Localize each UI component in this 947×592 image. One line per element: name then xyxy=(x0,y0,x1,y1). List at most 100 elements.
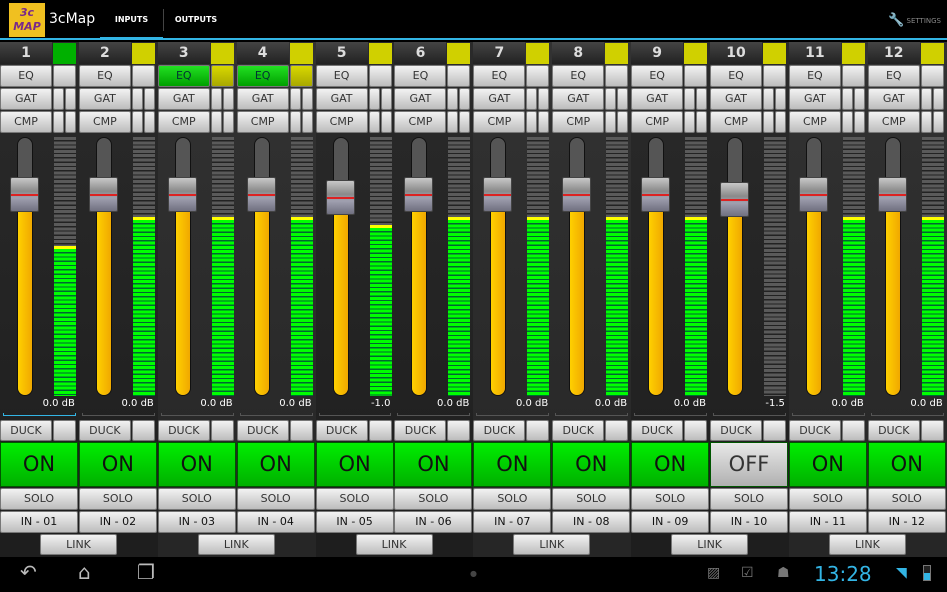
fader-handle[interactable] xyxy=(483,176,513,212)
fader-handle[interactable] xyxy=(641,176,671,212)
fader-handle[interactable] xyxy=(404,176,434,212)
compressor-button[interactable]: CMP xyxy=(788,111,841,133)
duck-button[interactable]: DUCK xyxy=(78,420,131,441)
solo-button[interactable]: SOLO xyxy=(867,488,946,510)
fader-track[interactable] xyxy=(95,137,112,396)
duck-button[interactable]: DUCK xyxy=(394,420,447,441)
channel-name[interactable]: IN - 04 xyxy=(236,511,315,533)
eq-button[interactable]: EQ xyxy=(867,65,920,87)
compressor-button[interactable]: CMP xyxy=(473,111,526,133)
channel-name[interactable]: IN - 07 xyxy=(473,511,552,533)
on-off-button[interactable]: ON xyxy=(552,442,631,487)
gate-button[interactable]: GAT xyxy=(552,88,605,110)
gate-button[interactable]: GAT xyxy=(788,88,841,110)
fader-track[interactable] xyxy=(411,137,428,396)
compressor-button[interactable]: CMP xyxy=(157,111,210,133)
compressor-button[interactable]: CMP xyxy=(631,111,684,133)
eq-button[interactable]: EQ xyxy=(315,65,368,87)
duck-button[interactable]: DUCK xyxy=(473,420,526,441)
link-button[interactable]: LINK xyxy=(671,534,749,555)
on-off-button[interactable]: ON xyxy=(473,442,552,487)
gate-button[interactable]: GAT xyxy=(710,88,763,110)
fader-handle[interactable] xyxy=(10,176,39,212)
on-off-button[interactable]: ON xyxy=(236,442,315,487)
fader-track[interactable] xyxy=(332,137,349,396)
settings-button[interactable]: 🔧 SETTINGS xyxy=(888,13,941,28)
eq-button[interactable]: EQ xyxy=(394,65,447,87)
fader-handle[interactable] xyxy=(877,176,907,212)
fader-track[interactable] xyxy=(569,137,586,396)
solo-button[interactable]: SOLO xyxy=(0,488,78,510)
duck-button[interactable]: DUCK xyxy=(552,420,605,441)
eq-button[interactable]: EQ xyxy=(0,65,52,87)
eq-button[interactable]: EQ xyxy=(552,65,605,87)
link-button[interactable]: LINK xyxy=(40,534,117,555)
compressor-button[interactable]: CMP xyxy=(78,111,131,133)
solo-button[interactable]: SOLO xyxy=(552,488,631,510)
home-icon[interactable]: ⌂ xyxy=(78,560,91,584)
on-off-button[interactable]: ON xyxy=(631,442,710,487)
eq-button[interactable]: EQ xyxy=(631,65,684,87)
tab-inputs[interactable]: INPUTS xyxy=(100,0,163,40)
fader-handle[interactable] xyxy=(325,179,355,215)
fader-handle[interactable] xyxy=(720,182,750,218)
duck-button[interactable]: DUCK xyxy=(788,420,841,441)
fader-track[interactable] xyxy=(805,137,822,396)
compressor-button[interactable]: CMP xyxy=(0,111,52,133)
eq-button[interactable]: EQ xyxy=(78,65,131,87)
compressor-button[interactable]: CMP xyxy=(710,111,763,133)
compressor-button[interactable]: CMP xyxy=(394,111,447,133)
channel-name[interactable]: IN - 06 xyxy=(394,511,473,533)
fader-track[interactable] xyxy=(727,137,744,396)
on-off-button[interactable]: OFF xyxy=(710,442,789,487)
fader-track[interactable] xyxy=(648,137,665,396)
channel-name[interactable]: IN - 08 xyxy=(552,511,631,533)
duck-button[interactable]: DUCK xyxy=(236,420,289,441)
link-button[interactable]: LINK xyxy=(355,534,433,555)
solo-button[interactable]: SOLO xyxy=(157,488,236,510)
channel-name[interactable]: IN - 11 xyxy=(788,511,867,533)
eq-button[interactable]: EQ xyxy=(236,65,289,87)
tab-outputs[interactable]: OUTPUTS xyxy=(174,15,218,24)
fader-handle[interactable] xyxy=(88,176,118,212)
solo-button[interactable]: SOLO xyxy=(473,488,552,510)
solo-button[interactable]: SOLO xyxy=(236,488,315,510)
fader-track[interactable] xyxy=(17,137,33,396)
on-off-button[interactable]: ON xyxy=(394,442,473,487)
on-off-button[interactable]: ON xyxy=(788,442,867,487)
channel-name[interactable]: IN - 03 xyxy=(157,511,236,533)
channel-name[interactable]: IN - 01 xyxy=(0,511,78,533)
back-icon[interactable]: ↶ xyxy=(20,560,37,584)
fader-track[interactable] xyxy=(884,137,901,396)
gate-button[interactable]: GAT xyxy=(236,88,289,110)
compressor-button[interactable]: CMP xyxy=(867,111,920,133)
fader-track[interactable] xyxy=(253,137,270,396)
compressor-button[interactable]: CMP xyxy=(315,111,368,133)
solo-button[interactable]: SOLO xyxy=(710,488,789,510)
gate-button[interactable]: GAT xyxy=(315,88,368,110)
fader-handle[interactable] xyxy=(246,176,276,212)
channel-name[interactable]: IN - 05 xyxy=(315,511,394,533)
on-off-button[interactable]: ON xyxy=(315,442,394,487)
channel-name[interactable]: IN - 12 xyxy=(867,511,946,533)
duck-button[interactable]: DUCK xyxy=(631,420,684,441)
solo-button[interactable]: SOLO xyxy=(78,488,157,510)
link-button[interactable]: LINK xyxy=(197,534,275,555)
eq-button[interactable]: EQ xyxy=(710,65,763,87)
channel-name[interactable]: IN - 02 xyxy=(78,511,157,533)
duck-button[interactable]: DUCK xyxy=(710,420,763,441)
duck-button[interactable]: DUCK xyxy=(867,420,920,441)
fader-handle[interactable] xyxy=(798,176,828,212)
fader-track[interactable] xyxy=(490,137,507,396)
on-off-button[interactable]: ON xyxy=(78,442,157,487)
eq-button[interactable]: EQ xyxy=(788,65,841,87)
link-button[interactable]: LINK xyxy=(513,534,591,555)
duck-button[interactable]: DUCK xyxy=(0,420,52,441)
gate-button[interactable]: GAT xyxy=(631,88,684,110)
eq-button[interactable]: EQ xyxy=(473,65,526,87)
on-off-button[interactable]: ON xyxy=(0,442,78,487)
compressor-button[interactable]: CMP xyxy=(552,111,605,133)
solo-button[interactable]: SOLO xyxy=(315,488,394,510)
solo-button[interactable]: SOLO xyxy=(631,488,710,510)
duck-button[interactable]: DUCK xyxy=(315,420,368,441)
